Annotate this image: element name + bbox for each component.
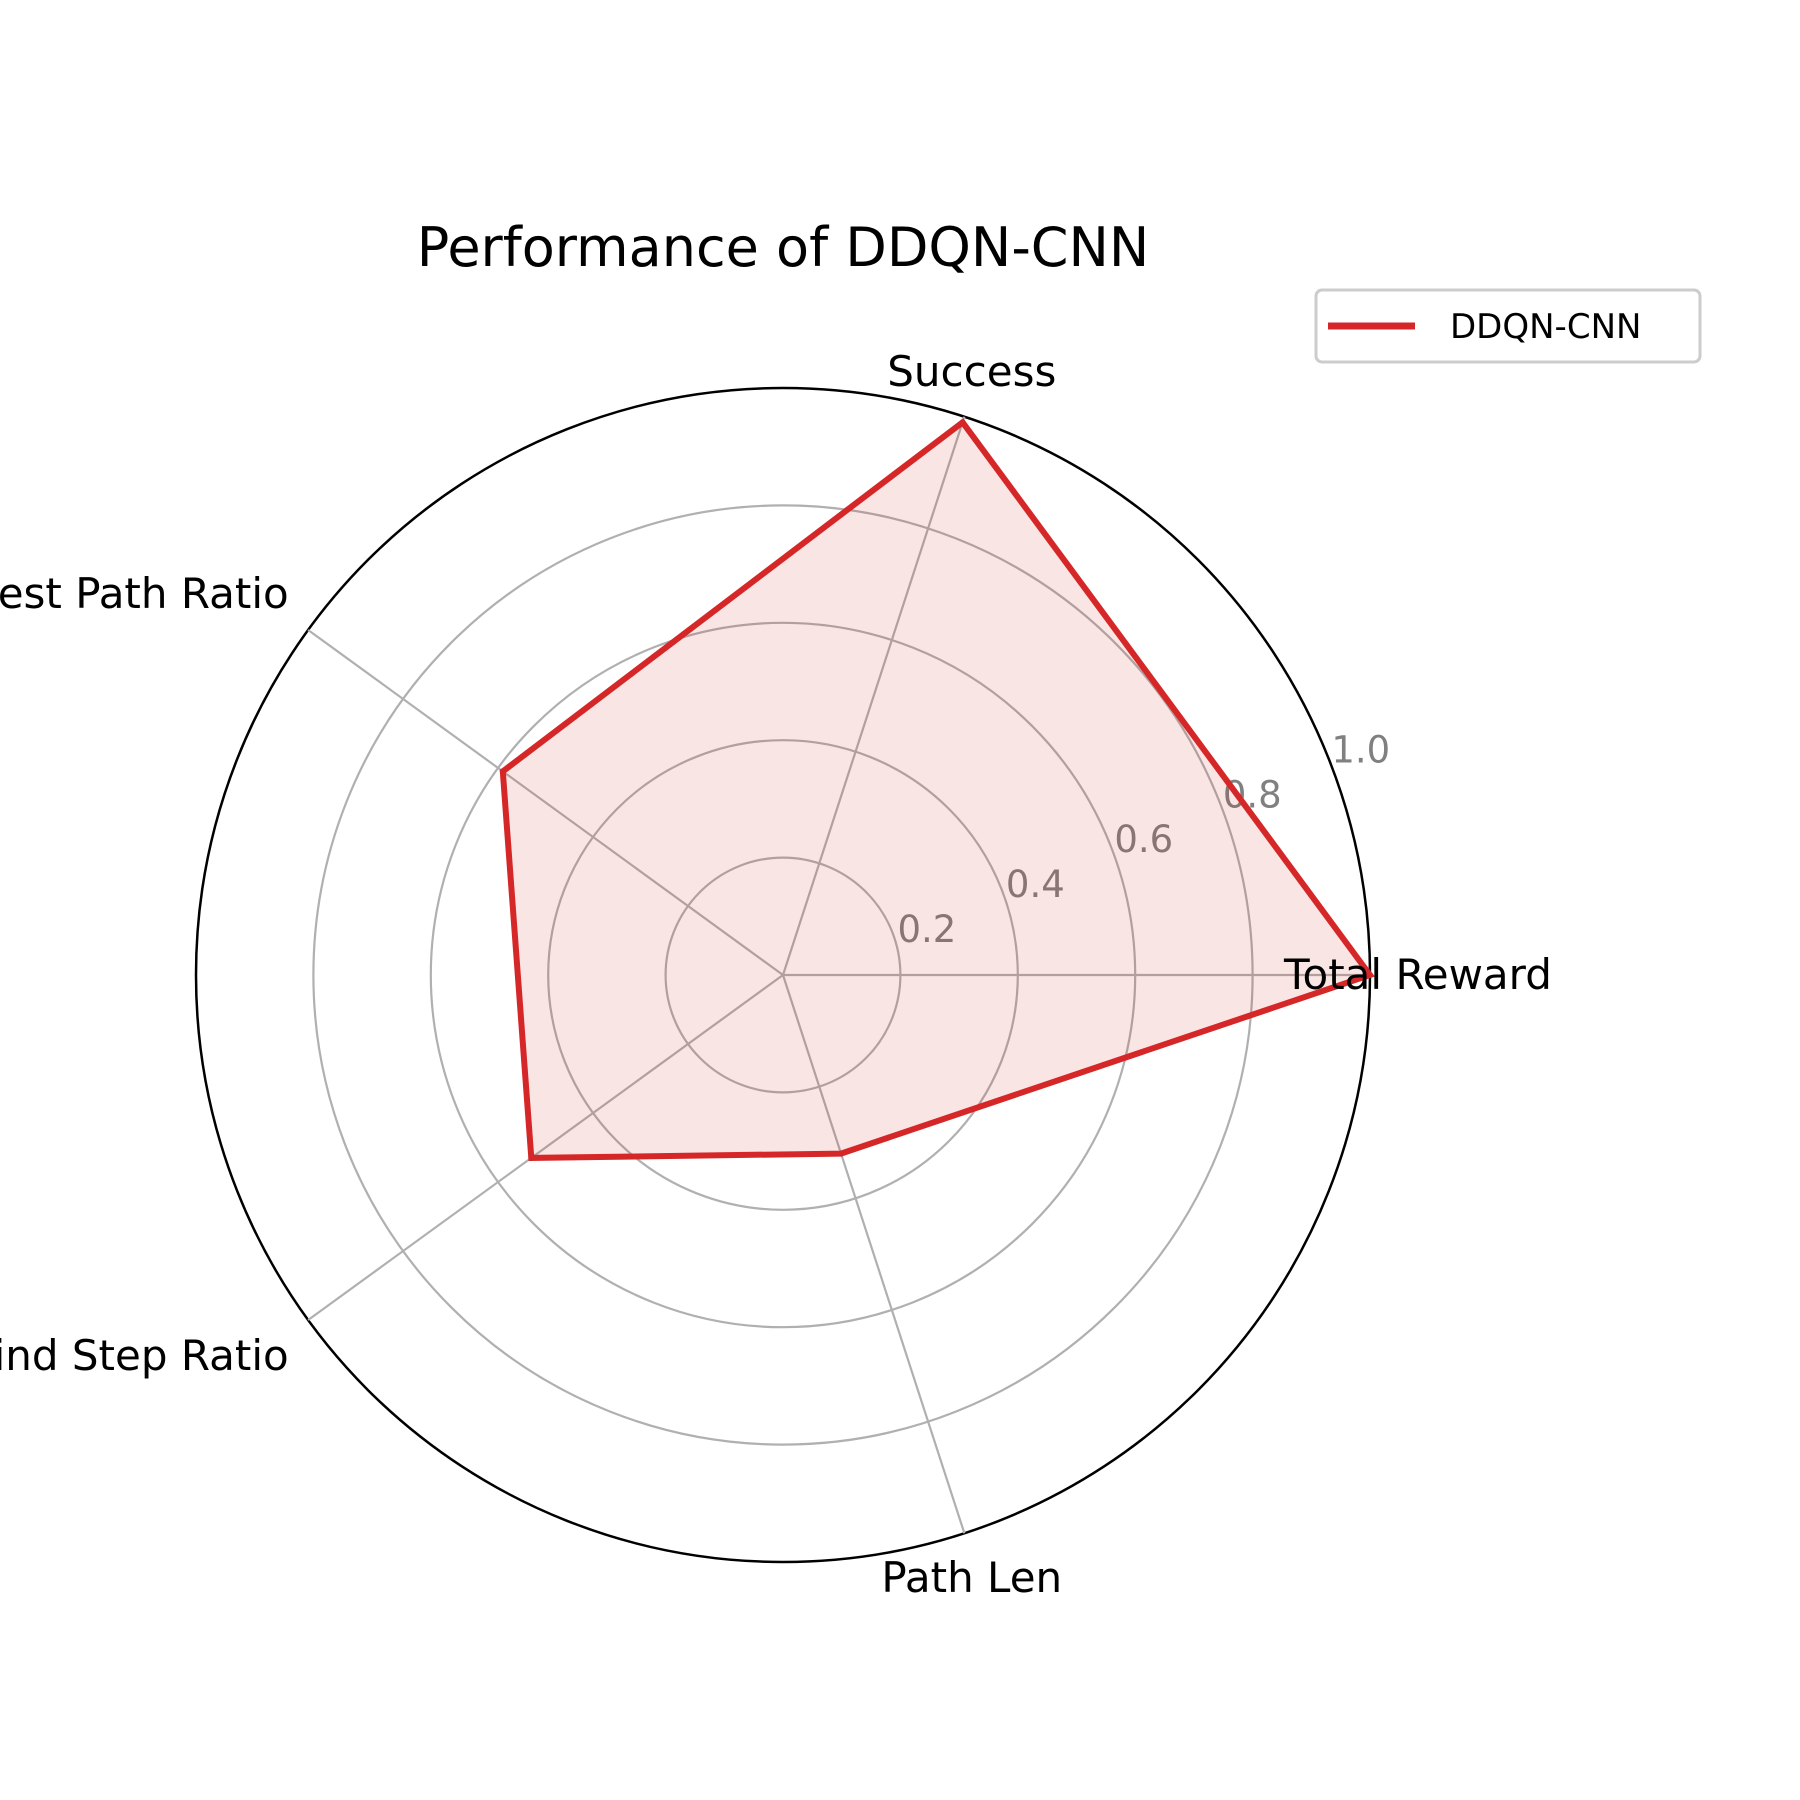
- spoke-success: [781, 416, 966, 976]
- r-tick-label-0.4: 0.4: [1006, 863, 1065, 906]
- legend: DDQN-CNN: [1314, 288, 1702, 364]
- data-point-shortest-path-ratio: [499, 768, 506, 775]
- data-point-success: [959, 419, 966, 426]
- spoke-blind-step-ratio: [307, 974, 784, 1321]
- data-point-blind-step-ratio: [528, 1154, 535, 1161]
- axis-label-shortest-path-ratio: Shortest Path Ratio: [0, 569, 289, 618]
- r-tick-label-1.0: 1.0: [1331, 728, 1390, 771]
- legend-label-ddqn-cnn: DDQN-CNN: [1450, 307, 1641, 347]
- legend-frame: [1314, 288, 1702, 364]
- data-layer: [499, 418, 1375, 1161]
- axis-label-blind-step-ratio: Blind Step Ratio: [0, 1331, 289, 1380]
- spoke-path-len: [781, 974, 966, 1534]
- series-fill-ddqn-cnn: [502, 422, 1370, 1158]
- r-tick-label-0.8: 0.8: [1223, 773, 1282, 816]
- axis-label-success: Success: [887, 347, 1056, 396]
- series-line-ddqn-cnn: [499, 418, 1375, 1161]
- spoke-shortest-path-ratio: [307, 629, 784, 976]
- r-tick-label-0.6: 0.6: [1114, 818, 1173, 861]
- grid: 0.2 0.4 0.6 0.8 1.0: [194, 386, 1390, 1564]
- data-point-path-len: [838, 1150, 845, 1157]
- chart-title: Performance of DDQN-CNN: [417, 216, 1150, 279]
- axis-label-path-len: Path Len: [881, 1553, 1062, 1602]
- axis-label-total-reward: Total Reward: [1283, 950, 1552, 999]
- axis-labels: Total Reward Success Shortest Path Ratio Bl…: [0, 347, 1552, 1602]
- r-tick-label-0.2: 0.2: [897, 908, 956, 951]
- data-point-total-reward: [1367, 972, 1373, 978]
